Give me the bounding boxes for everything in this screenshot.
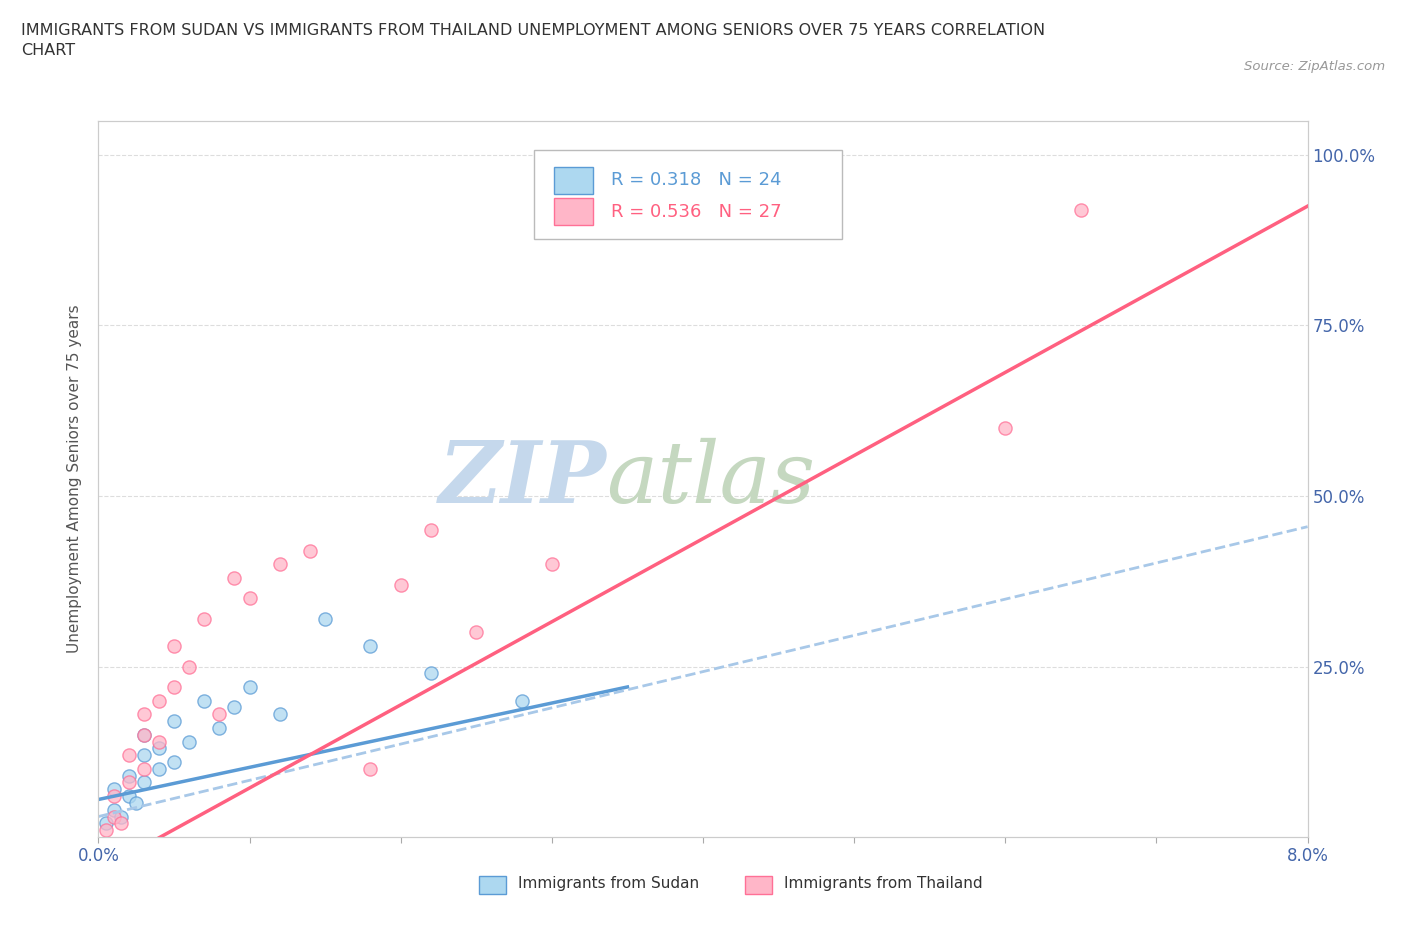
Point (132, 727, 155, 742)
Point (224, 700, 246, 715)
Bar (745, 876, 772, 895)
Point (299, 543, 322, 558)
Point (118, 748, 141, 763)
FancyBboxPatch shape (534, 150, 842, 239)
Point (163, 713, 186, 728)
Point (125, 795, 148, 810)
Point (103, 809, 125, 824)
Point (510, 693, 533, 708)
Point (148, 762, 170, 777)
Text: R = 0.318   N = 24: R = 0.318 N = 24 (612, 171, 782, 190)
Point (540, 557, 562, 572)
Point (193, 693, 215, 708)
Text: ZIP: ZIP (439, 437, 606, 521)
Point (163, 680, 186, 695)
Point (163, 754, 186, 769)
Point (208, 707, 231, 722)
Point (269, 557, 291, 572)
Point (148, 693, 170, 708)
Bar (479, 876, 506, 895)
Text: Source: ZipAtlas.com: Source: ZipAtlas.com (1244, 60, 1385, 73)
Point (118, 789, 141, 804)
Point (132, 727, 155, 742)
Point (132, 775, 155, 790)
Point (179, 659, 201, 674)
Point (132, 748, 155, 763)
Point (179, 734, 201, 749)
Point (239, 591, 262, 605)
Point (994, 420, 1017, 435)
Point (103, 789, 125, 804)
Text: IMMIGRANTS FROM SUDAN VS IMMIGRANTS FROM THAILAND UNEMPLOYMENT AMONG SENIORS OVE: IMMIGRANTS FROM SUDAN VS IMMIGRANTS FROM… (21, 23, 1045, 58)
Point (389, 578, 412, 592)
Point (118, 775, 141, 790)
Point (193, 611, 215, 626)
Point (269, 707, 291, 722)
Point (110, 816, 132, 830)
Point (94, 816, 117, 830)
Point (163, 639, 186, 654)
Point (420, 666, 443, 681)
Point (103, 803, 125, 817)
Point (224, 570, 246, 585)
Text: Immigrants from Sudan: Immigrants from Sudan (517, 876, 699, 891)
Point (360, 762, 382, 777)
Point (94, 823, 117, 838)
Text: Immigrants from Thailand: Immigrants from Thailand (785, 876, 983, 891)
Point (148, 734, 170, 749)
Point (239, 680, 262, 695)
Point (208, 721, 231, 736)
Point (314, 611, 336, 626)
Text: atlas: atlas (606, 438, 815, 520)
Y-axis label: Unemployment Among Seniors over 75 years: Unemployment Among Seniors over 75 years (67, 305, 83, 653)
Point (360, 639, 382, 654)
Point (110, 809, 132, 824)
Point (132, 707, 155, 722)
Point (1070, 202, 1092, 217)
Bar (554, 198, 593, 225)
Point (420, 523, 443, 538)
Bar (554, 166, 593, 194)
Text: R = 0.536   N = 27: R = 0.536 N = 27 (612, 203, 782, 220)
Point (148, 741, 170, 756)
Point (103, 782, 125, 797)
Point (465, 625, 488, 640)
Point (132, 762, 155, 777)
Point (118, 768, 141, 783)
